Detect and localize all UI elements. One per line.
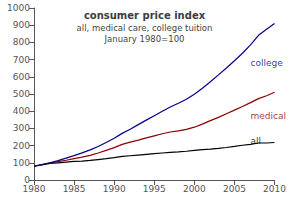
svg-text:1985: 1985 — [63, 184, 86, 194]
svg-text:all: all — [250, 136, 261, 146]
svg-text:1000: 1000 — [7, 3, 30, 13]
svg-text:600: 600 — [13, 72, 30, 82]
svg-text:400: 400 — [13, 106, 30, 116]
svg-text:all, medical care, college tui: all, medical care, college tuition — [77, 23, 213, 33]
svg-text:college: college — [250, 58, 283, 68]
svg-text:200: 200 — [13, 141, 30, 151]
svg-text:medical: medical — [250, 111, 285, 121]
svg-text:700: 700 — [13, 55, 30, 65]
svg-text:2005: 2005 — [223, 184, 246, 194]
svg-text:0: 0 — [24, 175, 30, 185]
svg-text:2000: 2000 — [183, 184, 206, 194]
svg-text:consumer price index: consumer price index — [84, 10, 206, 21]
svg-text:800: 800 — [13, 37, 30, 47]
svg-text:300: 300 — [13, 123, 30, 133]
svg-text:1980: 1980 — [23, 184, 46, 194]
svg-text:1995: 1995 — [143, 184, 166, 194]
svg-text:900: 900 — [13, 20, 30, 30]
svg-text:1990: 1990 — [103, 184, 126, 194]
svg-text:January 1980=100: January 1980=100 — [104, 34, 185, 44]
svg-text:100: 100 — [13, 158, 30, 168]
svg-text:2010: 2010 — [263, 184, 286, 194]
svg-text:500: 500 — [13, 89, 30, 99]
